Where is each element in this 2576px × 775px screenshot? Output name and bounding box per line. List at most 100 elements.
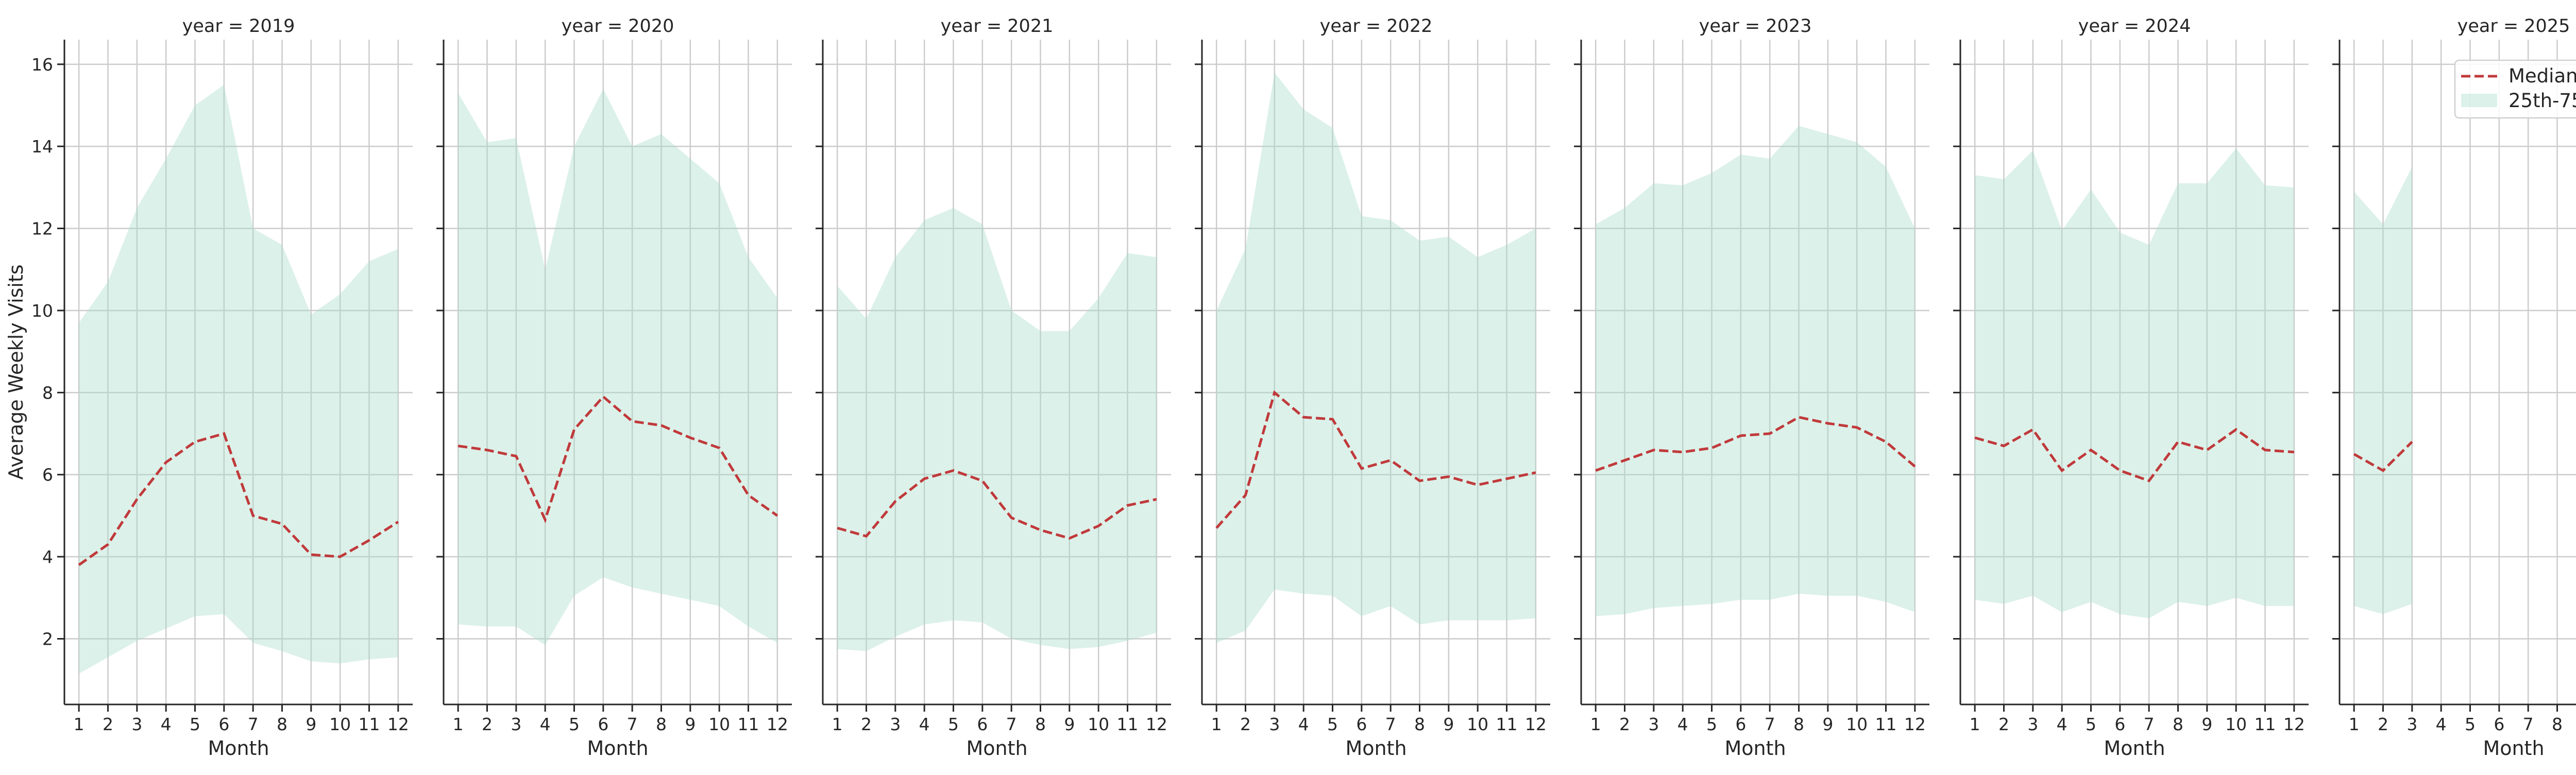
facet-title: year = 2019 — [182, 16, 295, 37]
y-tick-label: 6 — [42, 465, 53, 485]
x-tick-label: 9 — [1443, 714, 1454, 734]
x-tick-label: 11 — [2255, 714, 2276, 734]
x-tick-label: 4 — [1298, 714, 1309, 734]
median-line — [837, 469, 1157, 540]
legend: Median 25th-75th Percentile — [2454, 59, 2576, 119]
x-tick-label: 2 — [103, 714, 113, 734]
x-tick-label: 8 — [2173, 714, 2183, 734]
x-tick-label: 3 — [131, 714, 142, 734]
x-tick-label: 5 — [190, 714, 200, 734]
legend-box — [2454, 59, 2576, 119]
y-tick-label: 4 — [42, 547, 53, 567]
x-tick-label: 3 — [890, 714, 901, 734]
x-tick-label: 12 — [1904, 714, 1926, 734]
x-tick-label: 8 — [1035, 714, 1046, 734]
percentile-band — [2354, 167, 2412, 614]
x-tick-label: 10 — [708, 714, 730, 734]
x-axis-label: Month — [587, 737, 648, 760]
x-tick-label: 10 — [1088, 714, 1109, 734]
x-tick-label: 2 — [861, 714, 872, 734]
x-axis-label: Month — [2483, 737, 2544, 760]
facet-title: year = 2025 — [2458, 16, 2570, 37]
x-tick-label: 9 — [306, 714, 316, 734]
x-tick-label: 4 — [919, 714, 930, 734]
x-tick-label: 3 — [2027, 714, 2038, 734]
x-tick-label: 10 — [329, 714, 351, 734]
x-tick-label: 8 — [656, 714, 667, 734]
x-axis-label: Month — [966, 737, 1027, 760]
x-tick-label: 10 — [2225, 714, 2247, 734]
x-tick-label: 9 — [1822, 714, 1833, 734]
x-tick-label: 2 — [2378, 714, 2388, 734]
percentile-band — [837, 208, 1157, 651]
y-tick-label: 12 — [31, 219, 53, 239]
x-tick-label: 1 — [832, 714, 843, 734]
x-tick-label: 7 — [1006, 714, 1017, 734]
x-tick-label: 5 — [569, 714, 580, 734]
facet-title: year = 2021 — [941, 16, 1054, 37]
x-tick-label: 11 — [1496, 714, 1518, 734]
median-line — [78, 432, 399, 566]
x-tick-label: 9 — [1064, 714, 1075, 734]
x-tick-label: 10 — [1467, 714, 1488, 734]
x-tick-label: 6 — [598, 714, 608, 734]
x-tick-label: 3 — [1269, 714, 1280, 734]
y-tick-label: 14 — [31, 136, 53, 157]
x-tick-label: 4 — [1677, 714, 1688, 734]
x-tick-label: 7 — [1765, 714, 1775, 734]
facet-title: year = 2023 — [1699, 16, 1812, 37]
percentile-band — [1975, 148, 2294, 618]
x-tick-label: 11 — [1875, 714, 1897, 734]
x-tick-label: 6 — [1735, 714, 1746, 734]
x-tick-label: 5 — [2086, 714, 2096, 734]
x-tick-label: 5 — [1706, 714, 1717, 734]
x-tick-label: 7 — [627, 714, 638, 734]
x-axis-label: Month — [208, 737, 269, 760]
x-axis-label: Month — [2104, 737, 2165, 760]
x-tick-label: 1 — [74, 714, 84, 734]
x-tick-label: 6 — [218, 714, 229, 734]
x-tick-label: 12 — [387, 714, 409, 734]
x-tick-label: 1 — [1211, 714, 1222, 734]
x-tick-label: 6 — [977, 714, 988, 734]
x-tick-label: 11 — [359, 714, 380, 734]
median-line — [1595, 416, 1916, 472]
percentile-band — [1596, 126, 1915, 616]
x-tick-label: 12 — [1525, 714, 1547, 734]
x-tick-label: 2 — [1998, 714, 2009, 734]
x-tick-label: 11 — [1117, 714, 1139, 734]
x-tick-label: 3 — [511, 714, 521, 734]
percentile-band — [79, 84, 398, 674]
x-tick-label: 8 — [1414, 714, 1425, 734]
x-tick-label: 12 — [2283, 714, 2305, 734]
x-tick-label: 4 — [2057, 714, 2067, 734]
x-tick-label: 3 — [1648, 714, 1659, 734]
x-tick-label: 9 — [685, 714, 696, 734]
x-tick-label: 11 — [738, 714, 759, 734]
x-tick-label: 12 — [767, 714, 788, 734]
x-tick-label: 1 — [1970, 714, 1980, 734]
x-tick-label: 1 — [453, 714, 464, 734]
x-tick-label: 7 — [2523, 714, 2534, 734]
median-line — [2353, 441, 2413, 472]
x-tick-label: 12 — [1146, 714, 1167, 734]
x-tick-label: 7 — [1385, 714, 1396, 734]
x-tick-label: 1 — [2349, 714, 2360, 734]
x-axis-label: Month — [1345, 737, 1406, 760]
x-tick-label: 7 — [248, 714, 259, 734]
x-tick-label: 2 — [1240, 714, 1251, 734]
x-tick-label: 7 — [2144, 714, 2155, 734]
x-tick-label: 2 — [1619, 714, 1630, 734]
x-tick-label: 4 — [2436, 714, 2447, 734]
x-tick-label: 8 — [1793, 714, 1804, 734]
x-tick-label: 2 — [482, 714, 493, 734]
